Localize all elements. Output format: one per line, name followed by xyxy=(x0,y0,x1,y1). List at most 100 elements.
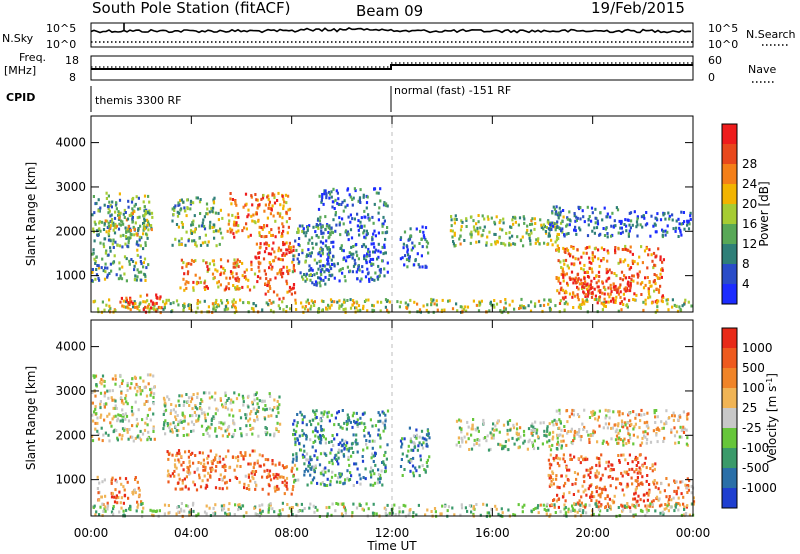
heatmap-cell xyxy=(432,298,435,302)
heatmap-cell xyxy=(660,275,663,279)
heatmap-cell xyxy=(290,292,293,296)
heatmap-cell xyxy=(636,262,639,266)
heatmap-cell xyxy=(97,307,100,311)
heatmap-cell xyxy=(203,286,206,290)
heatmap-cell xyxy=(476,226,479,230)
heatmap-cell xyxy=(610,271,613,275)
heatmap-cell xyxy=(206,265,209,269)
heatmap-cell xyxy=(479,226,482,230)
heatmap-cell xyxy=(610,437,613,441)
heatmap-cell xyxy=(94,262,97,265)
heatmap-cell xyxy=(102,228,106,231)
heatmap-cell xyxy=(645,479,648,483)
heatmap-cell xyxy=(241,394,244,398)
heatmap-cell xyxy=(115,224,118,228)
nave-label: Nave xyxy=(748,63,776,76)
heatmap-cell xyxy=(629,289,632,293)
heatmap-cell xyxy=(528,236,531,240)
heatmap-cell xyxy=(548,476,551,480)
heatmap-cell xyxy=(617,286,620,290)
heatmap-cell xyxy=(358,233,361,237)
heatmap-cell xyxy=(218,457,221,461)
heatmap-cell xyxy=(425,438,428,442)
heatmap-cell xyxy=(425,240,428,244)
heatmap-cell xyxy=(136,435,139,439)
heatmap-cell xyxy=(106,205,110,209)
heatmap-cell xyxy=(265,235,268,238)
heatmap-cell xyxy=(291,488,294,492)
heatmap-cell xyxy=(211,209,214,213)
heatmap-cell xyxy=(185,433,189,437)
heatmap-cell xyxy=(128,507,131,511)
heatmap-cell xyxy=(129,232,132,236)
heatmap-cell xyxy=(678,503,682,507)
heatmap-cell xyxy=(330,240,333,244)
heatmap-cell xyxy=(167,511,170,515)
heatmap-cell xyxy=(639,498,642,502)
nsky-tick-top: 10^5 xyxy=(46,22,76,35)
heatmap-cell xyxy=(132,196,135,200)
heatmap-cell xyxy=(643,421,646,425)
heatmap-cell xyxy=(426,464,429,468)
heatmap-cell xyxy=(266,224,269,228)
heatmap-cell xyxy=(363,209,366,213)
heatmap-cell xyxy=(111,377,114,381)
heatmap-cell xyxy=(617,247,620,251)
heatmap-cell xyxy=(243,482,246,486)
heatmap-cell xyxy=(531,422,534,426)
heatmap-cell xyxy=(616,290,619,294)
heatmap-cell xyxy=(645,466,648,470)
heatmap-cell xyxy=(326,477,329,481)
heatmap-cell xyxy=(619,290,622,294)
heatmap-cell xyxy=(596,418,599,422)
heatmap-cell xyxy=(329,483,332,487)
heatmap-cell xyxy=(547,458,550,462)
heatmap-cell xyxy=(327,253,330,257)
heatmap-cell xyxy=(245,424,248,428)
heatmap-cell xyxy=(386,270,389,274)
heatmap-cell xyxy=(361,265,364,269)
heatmap-cell xyxy=(202,468,205,472)
heatmap-cell xyxy=(537,511,540,515)
heatmap-cell xyxy=(643,412,646,416)
heatmap-cell xyxy=(313,468,316,472)
heatmap-cell xyxy=(148,408,151,412)
heatmap-cell xyxy=(176,506,179,510)
heatmap-cell xyxy=(582,290,585,294)
heatmap-cell xyxy=(302,277,305,281)
heatmap-cell xyxy=(339,268,342,272)
heatmap-cell xyxy=(357,219,360,223)
heatmap-cell xyxy=(292,266,295,270)
heatmap-cell xyxy=(150,299,153,303)
heatmap-cell xyxy=(505,231,508,235)
heatmap-cell xyxy=(402,242,405,246)
heatmap-cell xyxy=(677,414,681,418)
heatmap-cell xyxy=(651,259,654,263)
heatmap-cell xyxy=(224,469,227,472)
heatmap-cell xyxy=(142,200,145,204)
heatmap-cell xyxy=(174,204,177,208)
heatmap-cell xyxy=(245,227,248,231)
heatmap-cell xyxy=(219,397,222,401)
heatmap-cell xyxy=(596,222,600,226)
heatmap-cell xyxy=(545,434,548,438)
heatmap-cell xyxy=(594,294,597,298)
heatmap-cell xyxy=(199,485,203,489)
heatmap-cell xyxy=(148,303,151,306)
heatmap-cell xyxy=(624,458,627,462)
heatmap-cell xyxy=(624,218,627,222)
heatmap-cell xyxy=(323,483,326,487)
heatmap-cell xyxy=(163,503,167,507)
heatmap-cell xyxy=(113,495,116,499)
heatmap-cell xyxy=(628,276,631,279)
heatmap-cell xyxy=(665,420,668,424)
heatmap-cell xyxy=(177,303,180,307)
heatmap-cell xyxy=(593,231,596,235)
heatmap-cell xyxy=(482,436,485,440)
heatmap-cell xyxy=(575,477,578,481)
heatmap-cell xyxy=(501,511,504,515)
heatmap-cell xyxy=(346,233,349,237)
heatmap-cell xyxy=(455,302,458,306)
heatmap-cell xyxy=(430,297,433,301)
heatmap-cell xyxy=(288,251,291,254)
